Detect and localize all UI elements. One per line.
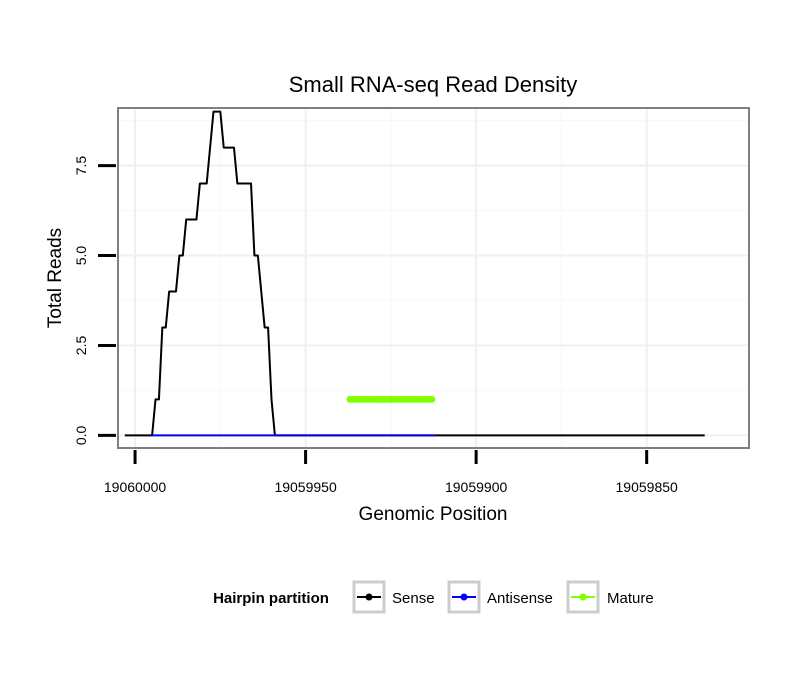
y-axis-label: Total Reads — [45, 228, 66, 328]
legend-label-mature: Mature — [607, 590, 654, 607]
y-tick-label: 5.0 — [73, 246, 89, 266]
x-axis: 19060000 19059950 19059900 19059850 — [104, 450, 678, 495]
plot-panel — [117, 107, 750, 449]
panel-border — [117, 107, 750, 449]
legend-label-antisense: Antisense — [487, 590, 553, 607]
x-tick-label: 19059850 — [616, 479, 679, 495]
legend-point-mature — [579, 593, 587, 601]
data-series — [124, 110, 705, 437]
y-tick-label: 7.5 — [73, 156, 89, 176]
legend-point-antisense — [460, 593, 468, 601]
y-tick-label: 2.5 — [73, 336, 89, 356]
legend-point-sense — [365, 593, 373, 601]
legend-title: Hairpin partition — [213, 590, 329, 607]
x-tick-label: 19059900 — [445, 479, 508, 495]
y-tick-label: 0.0 — [73, 425, 89, 445]
x-axis-label: Genomic Position — [359, 504, 508, 525]
series-point-mature — [428, 395, 436, 403]
legend-item-mature: Mature — [566, 580, 654, 614]
legend: Hairpin partition Sense Antisense Mature — [213, 580, 654, 614]
legend-item-antisense: Antisense — [447, 580, 553, 614]
legend-item-sense: Sense — [352, 580, 435, 614]
x-tick-label: 19060000 — [104, 479, 167, 495]
chart-title: Small RNA-seq Read Density — [289, 72, 578, 97]
x-tick-label: 19059950 — [274, 479, 337, 495]
legend-label-sense: Sense — [392, 590, 435, 607]
y-axis: 0.0 2.5 5.0 7.5 — [73, 156, 116, 445]
